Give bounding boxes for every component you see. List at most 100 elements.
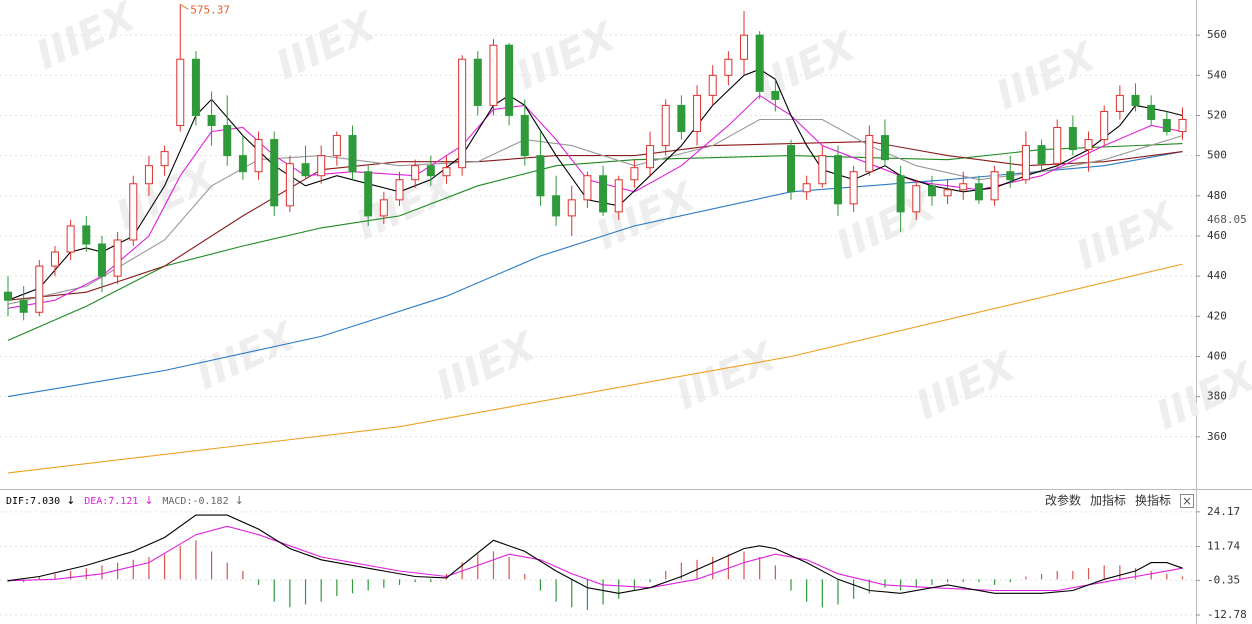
legend-label: DIF:7.030 (6, 496, 60, 507)
y-tick-label: 360 (1207, 430, 1227, 443)
candle-body (1084, 139, 1093, 151)
candle-body (865, 135, 874, 173)
candle-body (426, 165, 435, 177)
indicator-button[interactable]: 换指标 (1135, 493, 1171, 508)
candle-body (442, 167, 451, 177)
candle-body (567, 199, 576, 217)
macd-line (7, 525, 1183, 592)
last-price: 468.05 (1207, 213, 1247, 226)
candle-body (113, 239, 122, 277)
candle-body (990, 171, 999, 201)
candle-body (677, 104, 686, 133)
ma-line (7, 141, 1183, 301)
candle-body (35, 265, 44, 313)
candle-body (787, 145, 795, 193)
candle-body (552, 195, 561, 217)
candle-body (505, 44, 514, 116)
candle-body (489, 44, 498, 106)
candle-body (1006, 171, 1015, 181)
candle-body (927, 185, 936, 197)
candle-body (1068, 127, 1077, 151)
y-tick-label: 560 (1207, 28, 1227, 41)
candle-body (66, 225, 75, 253)
y-tick-label: 420 (1207, 309, 1227, 322)
candle-body (238, 155, 247, 173)
candle-body (50, 251, 59, 267)
candle-body (395, 179, 404, 201)
legend-arrow: ↓ (66, 494, 75, 507)
y-tick-label: 440 (1207, 269, 1227, 282)
candle-body (223, 125, 232, 157)
annotation: 575.37 (190, 3, 230, 16)
candle-body (285, 163, 294, 207)
y-tick-label: 480 (1207, 189, 1227, 202)
candle-body (943, 189, 952, 197)
candle-body (708, 74, 717, 96)
y-tick-label: 380 (1207, 390, 1227, 403)
candle-body (144, 165, 153, 185)
candle-body (974, 183, 983, 201)
candle-body (614, 179, 623, 213)
candle-body (693, 94, 702, 133)
candle-body (1178, 118, 1187, 133)
y-tick-label: -12.78 (1207, 608, 1247, 621)
candle-body (270, 139, 279, 207)
candle-body (896, 175, 905, 213)
candle-body (818, 155, 827, 185)
candle-body (646, 145, 655, 169)
candle-body (473, 58, 482, 106)
candle-body (880, 135, 889, 161)
candle-body (411, 165, 420, 181)
indicator-button[interactable]: 改参数 (1045, 493, 1081, 508)
candle-body (207, 114, 216, 127)
candle-body (348, 135, 357, 173)
candle-body (755, 34, 764, 92)
candle-body (661, 104, 670, 147)
candle-body (191, 58, 200, 116)
candle-body (379, 199, 388, 217)
candle-body (802, 183, 811, 193)
candle-body (129, 183, 138, 241)
candle-body (364, 171, 373, 217)
legend-arrow: ↓ (144, 494, 153, 507)
legend-arrow: ↓ (235, 494, 244, 507)
candle-body (19, 299, 28, 313)
macd-line (7, 514, 1183, 594)
candle-body (771, 90, 780, 100)
candle-body (458, 58, 467, 169)
candle-body (583, 175, 592, 201)
candle-body (1100, 110, 1109, 141)
candle-body (301, 163, 310, 177)
candle-body (332, 135, 341, 157)
candle-body (1162, 118, 1171, 133)
candle-body (912, 185, 921, 213)
candle-body (520, 114, 529, 157)
legend-label: MACD:-0.182 (162, 496, 228, 507)
ma-line (7, 94, 1183, 309)
candle-body (4, 291, 12, 301)
y-tick-label: 500 (1207, 149, 1227, 162)
candle-body (1147, 104, 1156, 120)
y-tick-label: 540 (1207, 68, 1227, 81)
close-box[interactable] (1180, 494, 1194, 508)
candle-body (1021, 145, 1030, 181)
candle-body (1115, 94, 1124, 112)
legend-label: DEA:7.121 (84, 496, 138, 507)
candle-body (254, 139, 263, 173)
candle-body (317, 155, 326, 177)
candle-body (724, 58, 733, 76)
candle-body (536, 155, 545, 197)
close-button[interactable]: × (1182, 494, 1192, 508)
y-tick-label: 24.17 (1207, 505, 1240, 518)
indicator-button[interactable]: 加指标 (1090, 493, 1126, 508)
candle-body (599, 175, 608, 213)
y-tick-label: 11.74 (1207, 540, 1240, 553)
candle-body (959, 183, 968, 191)
ma-line (7, 263, 1183, 474)
candle-body (82, 225, 91, 245)
y-tick-label: 520 (1207, 108, 1227, 121)
candle-body (1053, 127, 1062, 165)
candle-body (176, 58, 185, 127)
